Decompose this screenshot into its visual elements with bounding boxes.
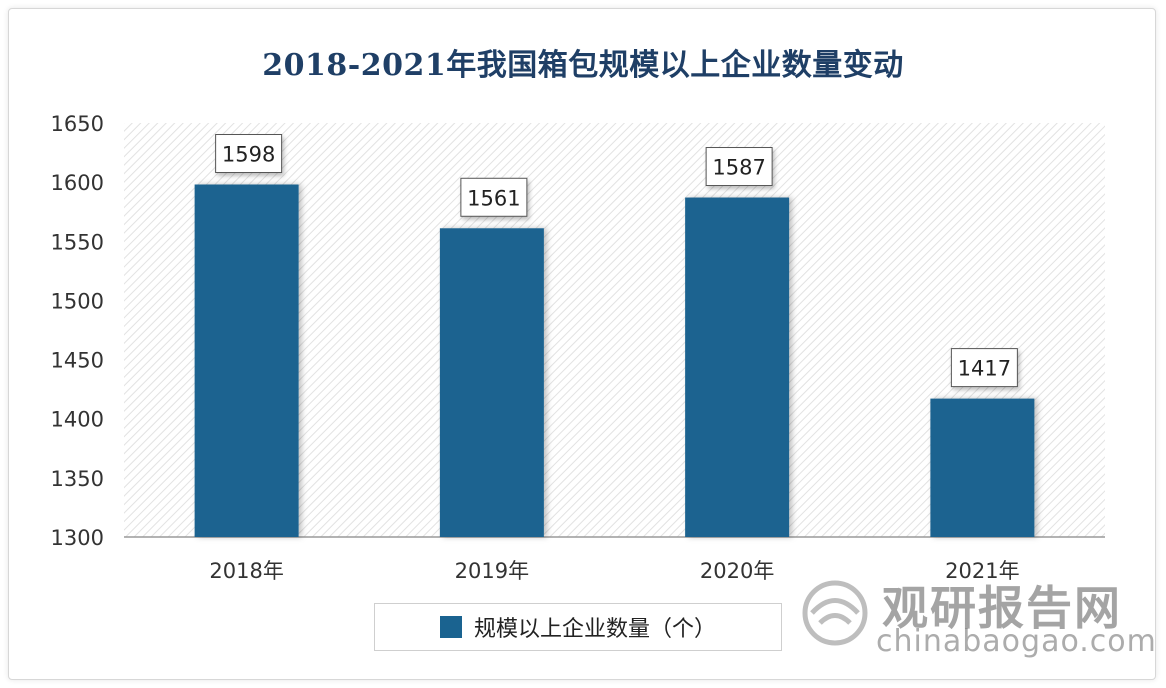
data-label: 1561	[467, 186, 520, 210]
y-axis: 1300 1350 1400 1450 1500 1550 1600 1650	[51, 112, 1105, 550]
y-tick-label: 1450	[51, 349, 104, 373]
x-axis: 2018年 2019年 2020年 2021年	[209, 559, 1019, 583]
x-tick-label: 2020年	[700, 559, 774, 583]
data-labels: 1598 1561 1587 1417	[215, 134, 1018, 388]
bar	[930, 398, 1035, 537]
bars	[194, 184, 1035, 537]
data-label: 1417	[958, 357, 1011, 381]
x-tick-label: 2018年	[209, 559, 283, 583]
y-tick-label: 1350	[51, 467, 104, 491]
bar	[194, 184, 299, 537]
x-tick-label: 2019年	[455, 559, 529, 583]
x-tick-label: 2021年	[945, 559, 1019, 583]
y-tick-label: 1550	[51, 230, 104, 254]
y-tick-label: 1650	[51, 112, 104, 136]
bar	[439, 228, 544, 537]
legend-swatch	[439, 616, 462, 638]
data-label: 1598	[222, 143, 275, 167]
bar	[685, 197, 790, 537]
data-label-box	[215, 134, 283, 174]
data-label-box	[950, 348, 1018, 388]
legend-label: 规模以上企业数量（个）	[473, 617, 716, 642]
y-tick-label: 1600	[51, 171, 104, 195]
data-label-box	[460, 177, 528, 217]
y-tick-label: 1300	[51, 526, 104, 550]
chart-title: 2018-2021年我国箱包规模以上企业数量变动	[262, 48, 904, 83]
y-tick-label: 1400	[51, 408, 104, 432]
legend: 规模以上企业数量（个）	[374, 603, 782, 651]
data-label: 1587	[712, 156, 765, 180]
y-tick-label: 1500	[51, 289, 104, 313]
data-label-box	[705, 147, 773, 187]
